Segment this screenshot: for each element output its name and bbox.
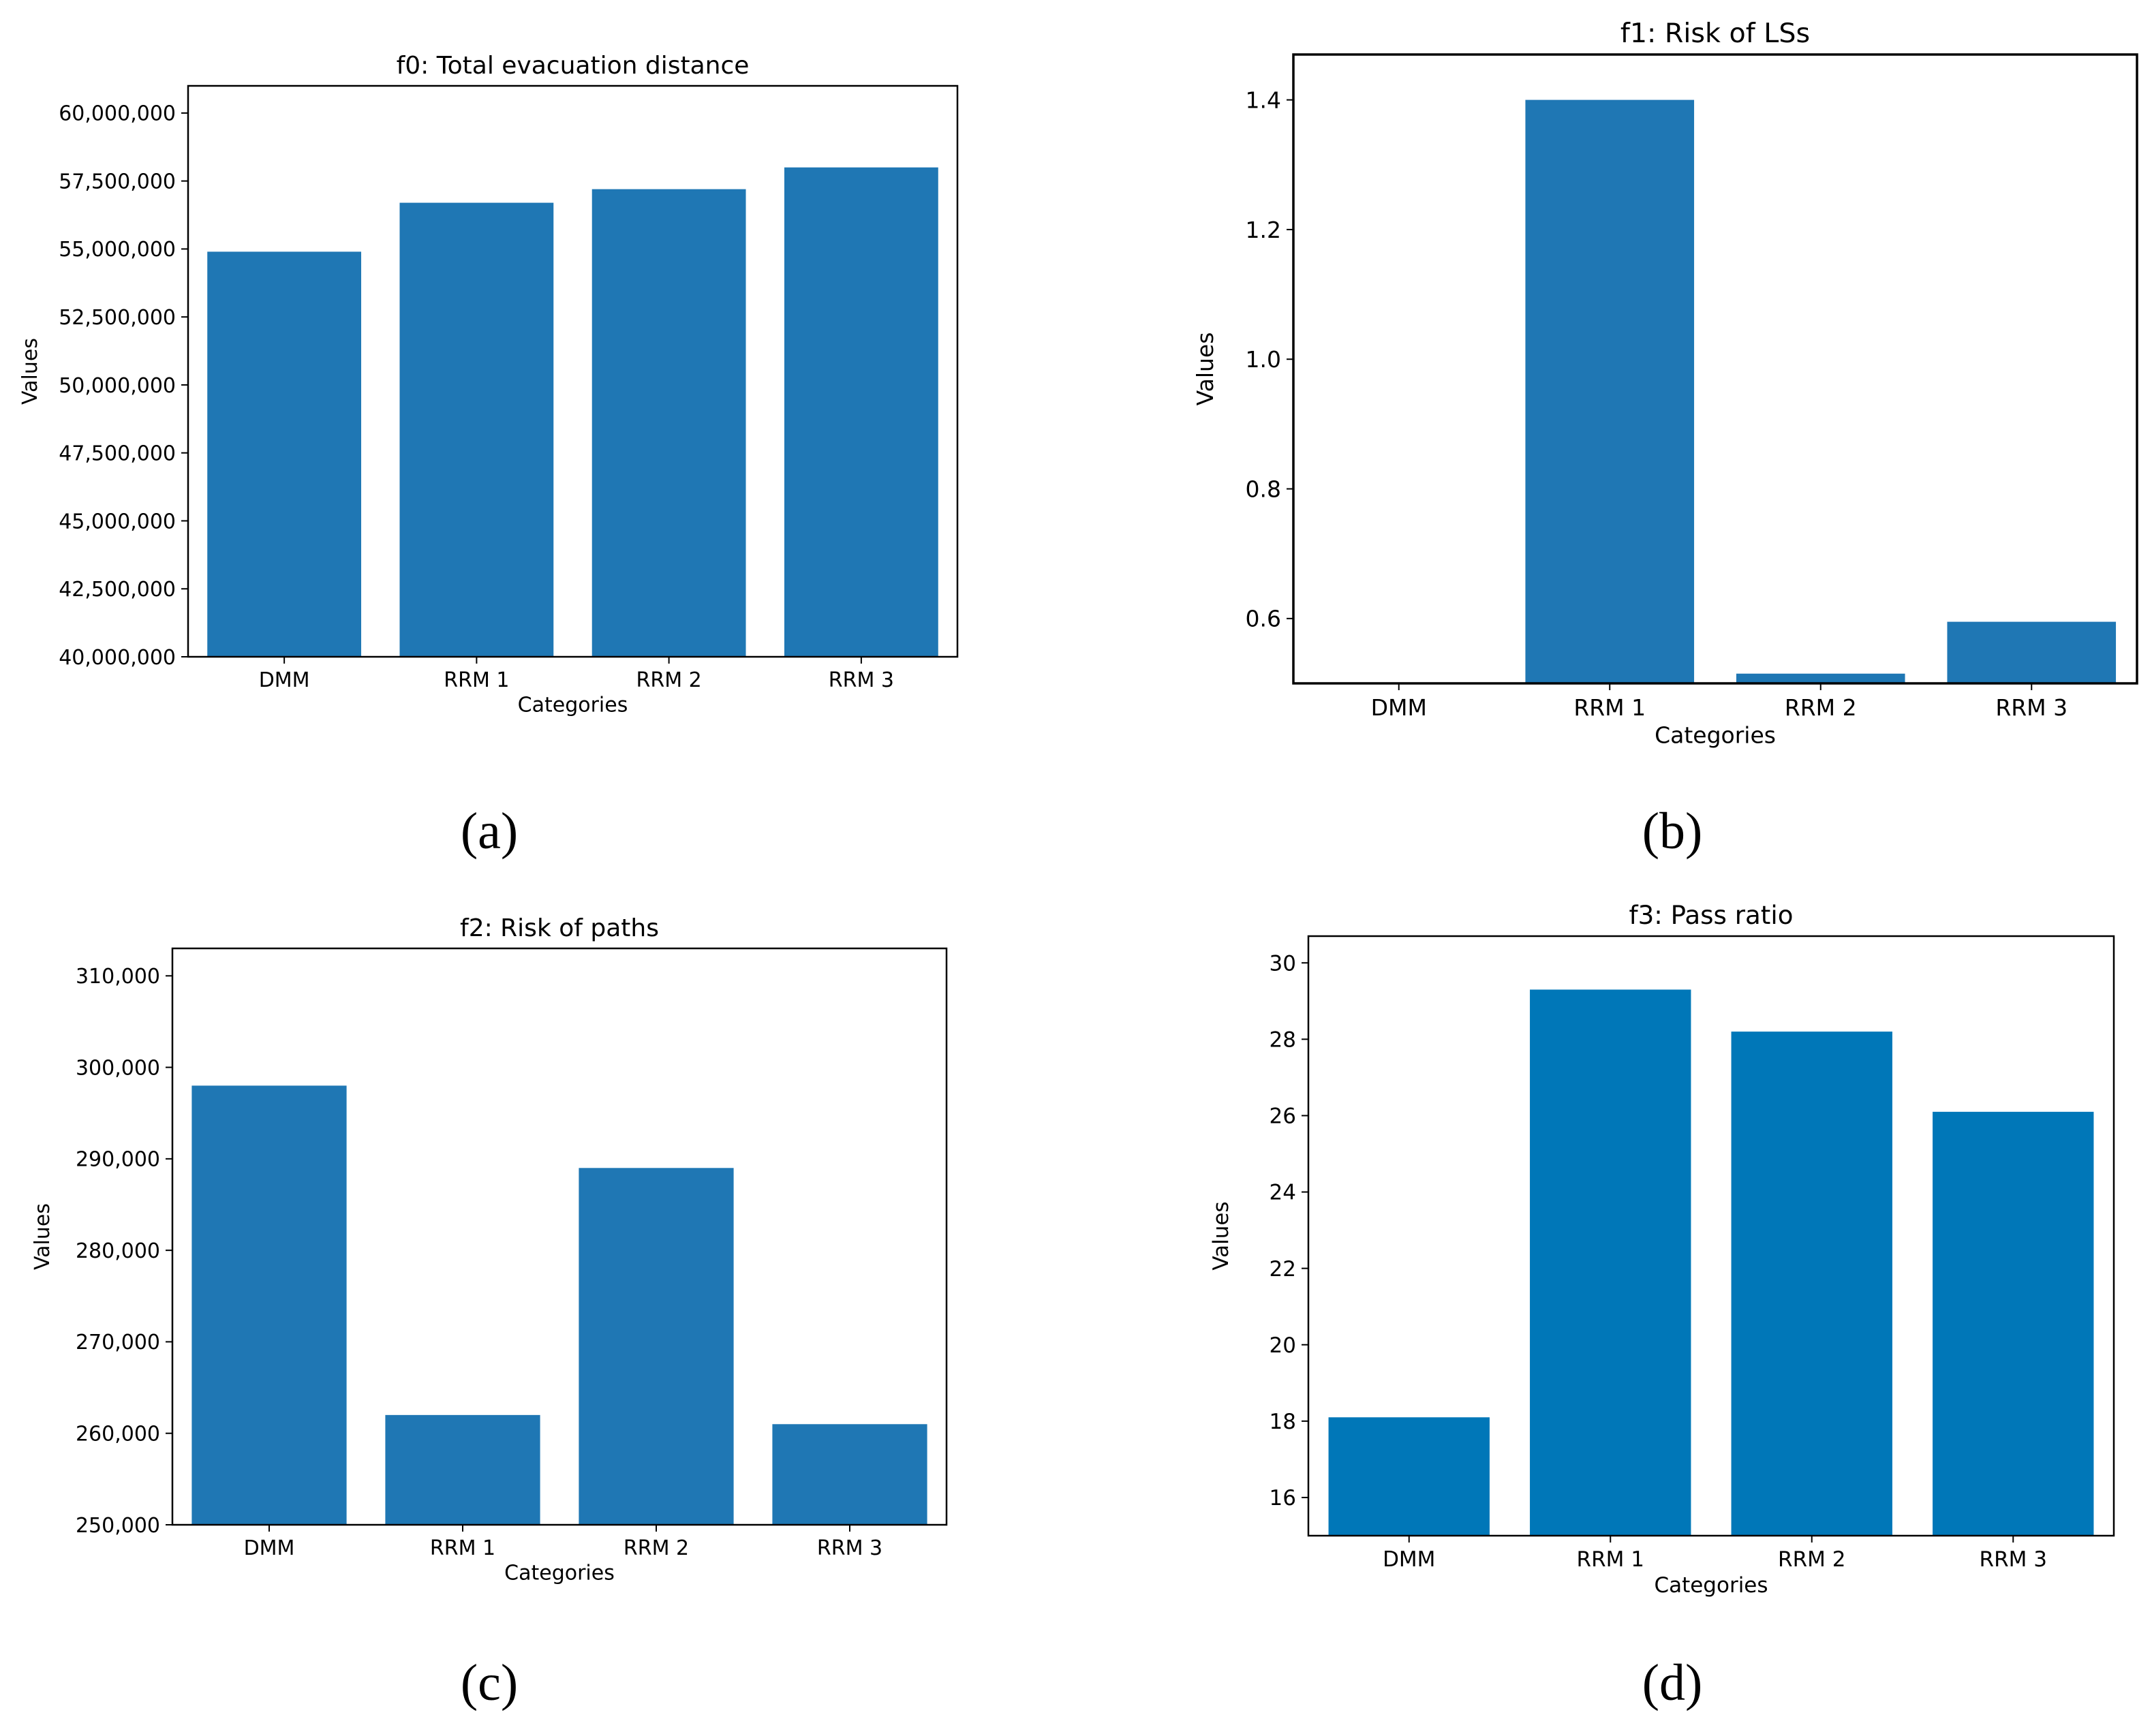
bar-dmm <box>1328 1417 1490 1536</box>
x-tick-label: RRM 2 <box>636 668 702 692</box>
bar-rrm-2 <box>591 189 746 657</box>
y-axis-label: Values <box>1209 1201 1233 1270</box>
y-tick-label: 270,000 <box>76 1331 160 1354</box>
x-tick-label: RRM 3 <box>1995 694 2068 721</box>
y-tick-label: 0.8 <box>1246 476 1281 502</box>
plot-frame <box>1292 53 2138 685</box>
x-tick-label: RRM 3 <box>817 1536 882 1560</box>
y-tick-label: 22 <box>1270 1257 1296 1282</box>
bar-rrm-2 <box>1736 673 1905 683</box>
bar-rrm-2 <box>579 1168 734 1525</box>
chart-title: f2: Risk of paths <box>460 914 659 942</box>
y-tick-label: 16 <box>1270 1486 1296 1510</box>
y-tick-label: 47,500,000 <box>59 442 176 466</box>
y-axis-label: Values <box>18 338 42 405</box>
x-tick-label: RRM 2 <box>1785 694 1857 721</box>
y-tick-label: 55,000,000 <box>59 238 176 262</box>
x-tick-label: RRM 2 <box>624 1536 689 1560</box>
x-tick-label: DMM <box>259 668 310 692</box>
y-tick-label: 26 <box>1270 1104 1296 1129</box>
y-tick-label: 50,000,000 <box>59 374 176 398</box>
x-tick-label: RRM 1 <box>444 668 509 692</box>
y-tick-label: 45,000,000 <box>59 510 176 533</box>
bar-rrm-1 <box>399 202 554 657</box>
bar-rrm-1 <box>1525 99 1695 683</box>
panel-label-a: (a) <box>461 803 518 860</box>
chart-f0-total-evacuation-distance: 40,000,000 42,500,000 45,000,000 47,500,000… <box>18 52 959 717</box>
x-tick-label: DMM <box>244 1536 295 1560</box>
panel-label-d: (d) <box>1642 1654 1703 1711</box>
y-tick-label: 57,500,000 <box>59 170 176 193</box>
y-tick-label: 42,500,000 <box>59 578 176 602</box>
bar-rrm-1 <box>385 1414 540 1525</box>
chart-title: f3: Pass ratio <box>1629 900 1794 930</box>
x-axis-label: Categories <box>1654 1573 1768 1598</box>
x-tick-label: DMM <box>1383 1547 1435 1572</box>
bar-rrm-2 <box>1731 1032 1892 1536</box>
x-axis-label: Categories <box>504 1562 615 1585</box>
bar-dmm <box>207 251 362 657</box>
y-tick-label: 300,000 <box>76 1056 160 1080</box>
chart-f1-risk-of-lss: 0.6 0.8 1.0 1.2 1.4 DMM RRM 1 RRM 2 RRM 3 f1: Ris… <box>1192 18 2138 749</box>
x-tick-label: RRM 1 <box>1577 1547 1644 1572</box>
plot-frame <box>171 947 948 1526</box>
bar-dmm <box>191 1085 347 1525</box>
chart-title: f0: Total evacuation distance <box>397 52 750 80</box>
y-tick-label: 260,000 <box>76 1423 160 1446</box>
x-tick-label: RRM 3 <box>1980 1547 2047 1572</box>
chart-title: f1: Risk of LSs <box>1620 18 1810 49</box>
y-tick-label: 290,000 <box>76 1148 160 1172</box>
y-tick-label: 52,500,000 <box>59 306 176 330</box>
bar-rrm-3 <box>1947 621 2117 683</box>
y-tick-label: 40,000,000 <box>59 646 176 670</box>
x-tick-label: DMM <box>1371 694 1427 721</box>
y-tick-label: 20 <box>1270 1333 1296 1358</box>
y-tick-label: 28 <box>1270 1027 1296 1052</box>
y-tick-label: 1.0 <box>1246 346 1281 373</box>
y-tick-label: 30 <box>1270 951 1296 976</box>
plot-frame <box>1307 935 2115 1537</box>
y-axis-label: Values <box>1192 332 1218 406</box>
bar-rrm-3 <box>1933 1111 2094 1536</box>
chart-f3-pass-ratio: 16 18 20 22 24 26 28 30 DMM RRM 1 RRM 2 RRM 3 f3: Pa… <box>1209 900 2115 1598</box>
x-axis-label: Categories <box>518 694 628 717</box>
y-tick-label: 1.4 <box>1246 87 1281 113</box>
bar-rrm-1 <box>1530 989 1691 1536</box>
x-axis-label: Categories <box>1655 722 1776 749</box>
x-tick-label: RRM 3 <box>829 668 894 692</box>
panel-label-c: (c) <box>461 1654 518 1711</box>
y-axis-label: Values <box>31 1203 55 1270</box>
y-tick-label: 24 <box>1270 1181 1296 1205</box>
bar-rrm-3 <box>784 167 938 657</box>
y-tick-label: 250,000 <box>76 1514 160 1538</box>
y-tick-label: 310,000 <box>76 965 160 989</box>
plot-frame <box>187 84 959 658</box>
bar-rrm-3 <box>772 1424 927 1525</box>
y-tick-label: 1.2 <box>1246 217 1281 243</box>
x-tick-label: RRM 1 <box>430 1536 495 1560</box>
y-tick-label: 18 <box>1270 1410 1296 1434</box>
y-tick-label: 60,000,000 <box>59 102 176 126</box>
chart-f2-risk-of-paths: 250,000 260,000 270,000 280,000 290,000 300,0… <box>31 914 948 1585</box>
x-tick-label: RRM 1 <box>1573 694 1646 721</box>
x-tick-label: RRM 2 <box>1778 1547 1845 1572</box>
y-tick-label: 0.6 <box>1246 606 1281 632</box>
panel-label-b: (b) <box>1642 803 1703 860</box>
y-tick-label: 280,000 <box>76 1239 160 1263</box>
